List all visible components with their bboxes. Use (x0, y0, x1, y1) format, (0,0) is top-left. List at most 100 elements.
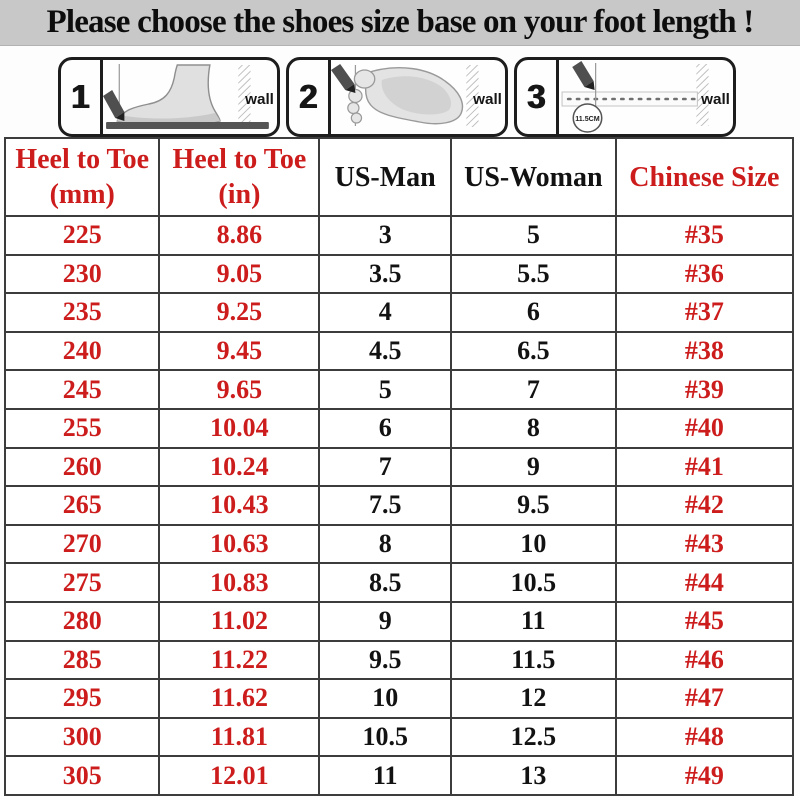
cell-us-man: 5 (318, 369, 452, 410)
pencil-icon (103, 90, 125, 118)
size-table-row: 285 11.22 9.5 11.5 #46 (3, 639, 795, 681)
footprint-inner-shading (381, 76, 452, 115)
cell-chinese-size: #40 (614, 407, 795, 449)
cell-us-man: 3.5 (318, 253, 452, 295)
cell-heel-to-toe-mm: 245 (3, 369, 161, 410)
measurement-value: 11.5CM (575, 116, 600, 123)
cell-heel-to-toe-mm: 280 (3, 600, 161, 642)
cell-heel-to-toe-in: 9.65 (158, 369, 321, 410)
cell-chinese-size: #45 (614, 600, 795, 642)
footprint-top-view-icon: wall (331, 64, 502, 127)
cell-heel-to-toe-in: 11.22 (158, 639, 321, 681)
cell-chinese-size: #38 (614, 330, 795, 372)
cell-us-woman: 7 (449, 369, 617, 410)
pencil-tip (345, 84, 356, 93)
cell-heel-to-toe-in: 10.04 (158, 407, 321, 449)
cell-us-woman: 6.5 (449, 330, 617, 372)
cell-us-man: 9 (318, 600, 452, 642)
cell-us-woman: 10.5 (449, 562, 617, 603)
cell-us-man: 8.5 (318, 562, 452, 603)
step-2-number: 2 (289, 60, 331, 134)
size-table-row: 225 8.86 3 5 #35 (3, 215, 795, 256)
header-us-man: US-Man (318, 137, 452, 217)
page-title: Please choose the shoes size base on you… (46, 4, 754, 40)
toe-3 (347, 101, 360, 115)
cell-chinese-size: #39 (614, 369, 795, 410)
cell-us-man: 6 (318, 407, 452, 449)
cell-us-man: 9.5 (318, 639, 452, 681)
cell-us-man: 7.5 (318, 485, 452, 526)
size-table-body: 225 8.86 3 5 #35 230 9.05 3.5 5.5 #36 235 9.25 4 6 #37… (3, 215, 795, 796)
cell-us-man: 3 (318, 215, 452, 256)
step-2-box: 2 (286, 57, 508, 137)
cell-heel-to-toe-mm: 255 (3, 407, 161, 449)
cell-us-woman: 13 (449, 755, 617, 796)
cell-heel-to-toe-mm: 305 (3, 755, 161, 796)
pencil-tip (584, 81, 595, 90)
measurement-steps: 1 wall (58, 57, 742, 137)
title-banner: Please choose the shoes size base on you… (0, 0, 800, 46)
size-table-row: 245 9.65 5 7 #39 (3, 369, 795, 410)
size-table-row: 260 10.24 7 9 #41 (3, 446, 795, 488)
cell-heel-to-toe-mm: 260 (3, 446, 161, 488)
cell-heel-to-toe-mm: 285 (3, 639, 161, 681)
big-toe (353, 69, 376, 89)
cell-heel-to-toe-in: 10.63 (158, 523, 321, 565)
cell-us-woman: 6 (449, 292, 617, 333)
cell-heel-to-toe-in: 11.81 (158, 716, 321, 758)
cell-heel-to-toe-mm: 265 (3, 485, 161, 526)
cell-us-woman: 12 (449, 678, 617, 719)
cell-us-man: 10 (318, 678, 452, 719)
header-chinese-size: Chinese Size (614, 137, 795, 217)
foot-side-view-icon: wall (103, 64, 274, 129)
step-1-number: 1 (61, 60, 103, 134)
step-2-illustration: wall (331, 60, 505, 134)
wall-hatch (696, 64, 709, 126)
cell-heel-to-toe-mm: 240 (3, 330, 161, 372)
wall-label: wall (244, 91, 274, 108)
cell-chinese-size: #42 (614, 485, 795, 526)
wall-label: wall (472, 91, 502, 108)
toe-4 (350, 112, 363, 124)
pencil-icon (572, 61, 594, 87)
step-3-number: 3 (517, 60, 559, 134)
cell-us-man: 4 (318, 292, 452, 333)
cell-us-woman: 11.5 (449, 639, 617, 681)
size-table-header-row: Heel to Toe (mm) Heel to Toe (in) US-Man… (3, 137, 795, 217)
cell-chinese-size: #46 (614, 639, 795, 681)
measurement-circle (572, 103, 603, 133)
size-table-row: 295 11.62 10 12 #47 (3, 678, 795, 719)
cell-heel-to-toe-in: 9.05 (158, 253, 321, 295)
cell-heel-to-toe-mm: 225 (3, 215, 161, 256)
step-3-box: 3 11.5CM wall (514, 57, 736, 137)
cell-heel-to-toe-in: 11.02 (158, 600, 321, 642)
cell-us-woman: 12.5 (449, 716, 617, 758)
size-table-row: 255 10.04 6 8 #40 (3, 407, 795, 449)
step-1-illustration: wall (103, 60, 277, 134)
cell-us-man: 7 (318, 446, 452, 488)
cell-us-man: 4.5 (318, 330, 452, 372)
pencil-tip (115, 112, 125, 121)
cell-chinese-size: #49 (614, 755, 795, 796)
cell-heel-to-toe-in: 9.25 (158, 292, 321, 333)
cell-heel-to-toe-in: 9.45 (158, 330, 321, 372)
size-table-row: 275 10.83 8.5 10.5 #44 (3, 562, 795, 603)
cell-heel-to-toe-mm: 300 (3, 716, 161, 758)
cell-chinese-size: #47 (614, 678, 795, 719)
size-table-row: 265 10.43 7.5 9.5 #42 (3, 485, 795, 526)
cell-heel-to-toe-mm: 295 (3, 678, 161, 719)
wall-hatch (466, 65, 479, 127)
cell-us-man: 11 (318, 755, 452, 796)
header-heel-to-toe-in: Heel to Toe (in) (158, 137, 321, 217)
cell-heel-to-toe-mm: 270 (3, 523, 161, 565)
wall-label: wall (700, 91, 730, 108)
cell-us-woman: 11 (449, 600, 617, 642)
cell-us-man: 10.5 (318, 716, 452, 758)
size-table-row: 230 9.05 3.5 5.5 #36 (3, 253, 795, 295)
cell-us-woman: 9 (449, 446, 617, 488)
cell-chinese-size: #35 (614, 215, 795, 256)
size-table-row: 300 11.81 10.5 12.5 #48 (3, 716, 795, 758)
cell-us-woman: 5.5 (449, 253, 617, 295)
step-1-box: 1 wall (58, 57, 280, 137)
